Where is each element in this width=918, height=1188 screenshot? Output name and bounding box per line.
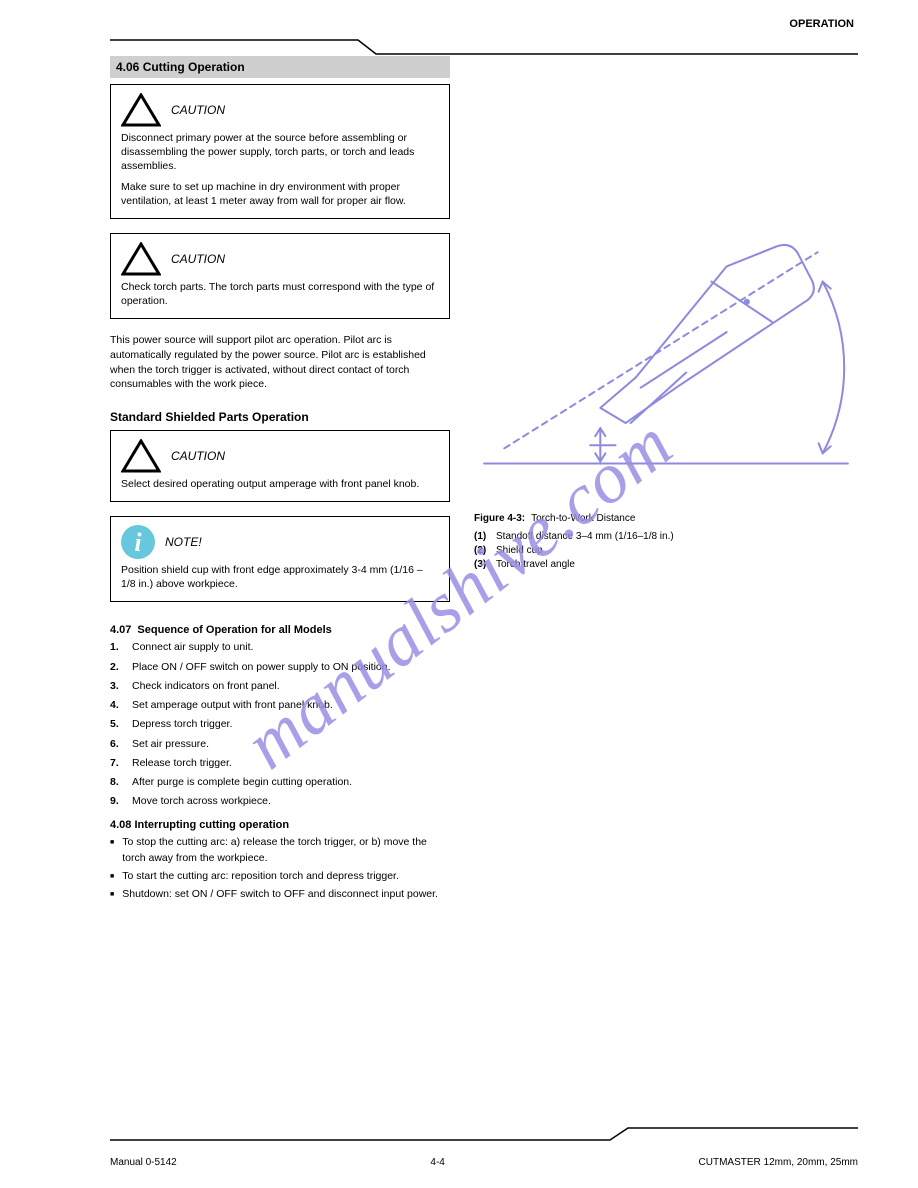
interrupt-list: To stop the cutting arc: a) release the … bbox=[110, 835, 450, 905]
caution3-line: Select desired operating output amperage… bbox=[121, 477, 439, 491]
right-column: Figure 4-3: Torch-to-Work Distance (1)St… bbox=[474, 56, 858, 905]
caution-label: CAUTION bbox=[171, 251, 225, 267]
interrupt-heading: 4.08 Interrupting cutting operation bbox=[110, 819, 450, 831]
caution-label: CAUTION bbox=[171, 102, 225, 118]
footer-right: CUTMASTER 12mm, 20mm, 25mm bbox=[699, 1157, 858, 1168]
page-root: OPERATION 4.06 Cutting Operation CAUTION… bbox=[0, 0, 918, 1188]
info-icon: i bbox=[121, 525, 155, 559]
section-title: 4.06 Cutting Operation bbox=[116, 60, 245, 74]
procedure-heading-text: Sequence of Operation for all Models bbox=[137, 624, 331, 636]
shielded-parts-heading: Standard Shielded Parts Operation bbox=[110, 410, 450, 424]
note-label: NOTE! bbox=[165, 534, 202, 550]
procedure-list: 1.Connect air supply to unit. 2.Place ON… bbox=[110, 640, 450, 813]
caution2-line: Check torch parts. The torch parts must … bbox=[121, 280, 439, 308]
procedure-heading-num: 4.07 bbox=[110, 624, 131, 636]
figure-caption: Figure 4-3: Torch-to-Work Distance bbox=[474, 513, 858, 524]
footer-left: Manual 0-5142 bbox=[110, 1157, 177, 1168]
page-footer: Manual 0-5142 4-4 CUTMASTER 12mm, 20mm, … bbox=[110, 1157, 858, 1168]
caution1-line2: Make sure to set up machine in dry envir… bbox=[121, 180, 439, 208]
caution-box-1: CAUTION Disconnect primary power at the … bbox=[110, 84, 450, 219]
caution-triangle-icon bbox=[121, 93, 161, 127]
running-header: OPERATION bbox=[789, 18, 854, 30]
note-line: Position shield cup with front edge appr… bbox=[121, 563, 439, 591]
top-border-rule bbox=[110, 36, 858, 56]
content-columns: 4.06 Cutting Operation CAUTION Disconnec… bbox=[110, 56, 858, 905]
footer-center: 4-4 bbox=[430, 1157, 444, 1168]
section-title-bar: 4.06 Cutting Operation bbox=[110, 56, 450, 78]
torch-figure: Figure 4-3: Torch-to-Work Distance (1)St… bbox=[474, 226, 858, 572]
caution-box-2: CAUTION Check torch parts. The torch par… bbox=[110, 233, 450, 319]
caution-label: CAUTION bbox=[171, 448, 225, 464]
figure-legend: (1)Standoff distance 3–4 mm (1/16–1/8 in… bbox=[474, 530, 858, 572]
note-box: i NOTE! Position shield cup with front e… bbox=[110, 516, 450, 602]
caution1-line1: Disconnect primary power at the source b… bbox=[121, 131, 439, 174]
caution-triangle-icon bbox=[121, 242, 161, 276]
caution-box-3: CAUTION Select desired operating output … bbox=[110, 430, 450, 502]
bottom-border-rule bbox=[110, 1124, 858, 1144]
left-column: 4.06 Cutting Operation CAUTION Disconnec… bbox=[110, 56, 450, 905]
caution-triangle-icon bbox=[121, 439, 161, 473]
procedure-heading: 4.07 Sequence of Operation for all Model… bbox=[110, 624, 450, 636]
pilot-arc-paragraph: This power source will support pilot arc… bbox=[110, 333, 450, 392]
